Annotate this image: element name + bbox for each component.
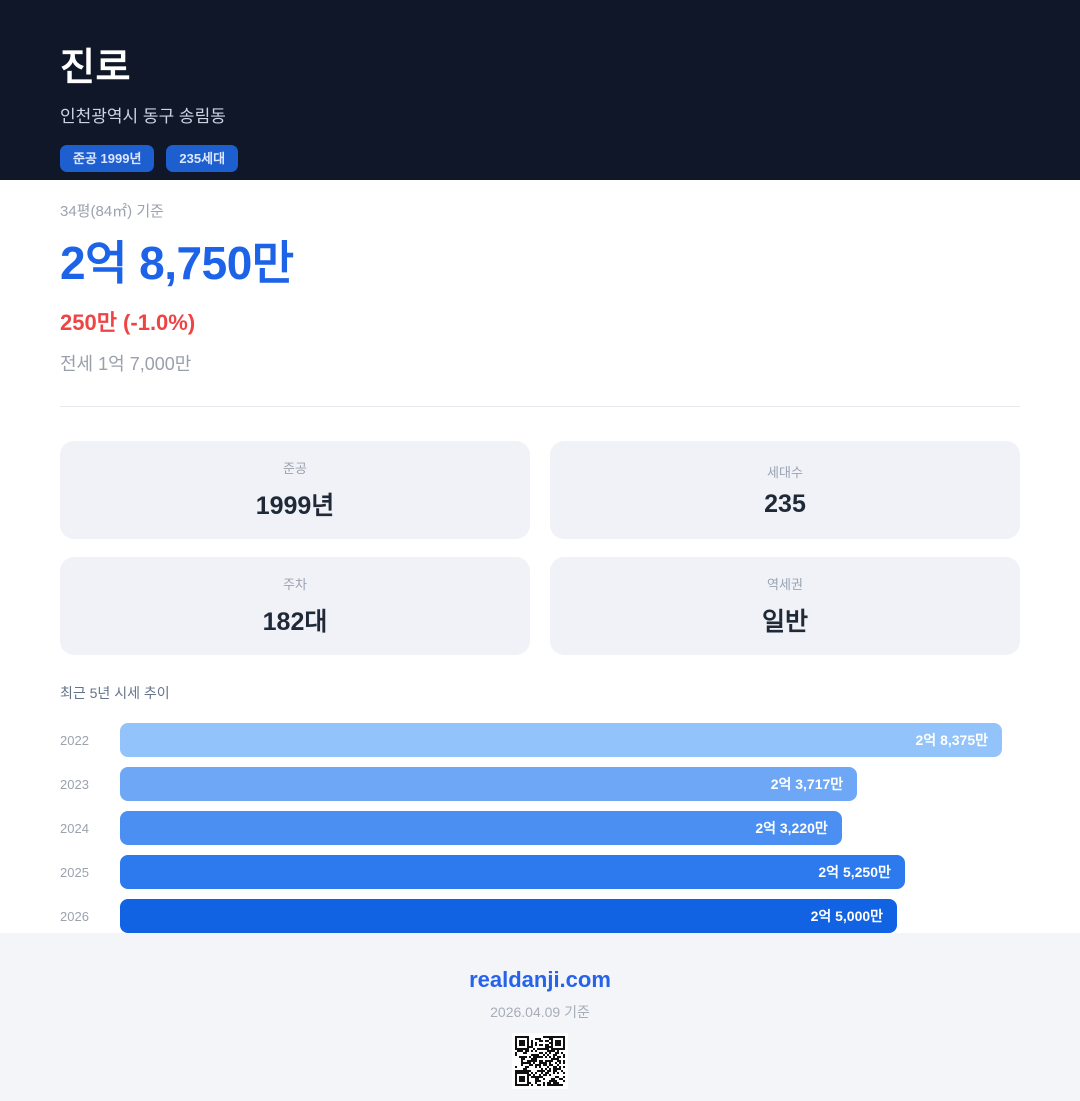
chart-bar-track: 2억 5,000만 [120,899,1020,933]
chart-bar: 2억 3,220만 [120,811,842,845]
info-card-value: 235 [764,489,806,518]
chart-rows: 2022 2억 8,375만 2023 2억 3,717만 2024 2억 3,… [60,723,1020,933]
chart-bar-track: 2억 3,717만 [120,767,1020,801]
info-card-label: 세대수 [767,464,803,480]
current-price: 2억 8,750만 [60,237,294,289]
site-link[interactable]: realdanji.com [469,967,611,992]
price-history-chart: 최근 5년 시세 추이 2022 2억 8,375만 2023 2억 3,717… [60,683,1020,933]
footer: realdanji.com 2026.04.09 기준 [0,933,1080,1101]
info-card-grid: 준공 1999년 세대수 235 주차 182대 역세권 일반 [60,441,1020,655]
chart-bar-track: 2억 5,250만 [120,855,1020,889]
chart-year-label: 2022 [60,732,89,748]
chart-bar: 2억 5,250만 [120,855,905,889]
divider [60,406,1020,407]
chart-bar-value-label: 2억 3,717만 [770,776,844,792]
chart-bar: 2억 5,000만 [120,899,898,933]
price-basis: 34평(84㎡) 기준 [60,203,164,220]
info-card-value: 182대 [262,608,328,636]
chart-bar-track: 2억 8,375만 [120,723,1020,757]
info-card-value: 1999년 [255,492,335,520]
badge-row: 준공 1999년 235세대 [60,145,1020,172]
chart-bar-track: 2억 3,220만 [120,811,1020,845]
header-badge: 235세대 [166,145,239,172]
chart-title: 최근 5년 시세 추이 [60,685,170,701]
info-card-label: 주차 [283,577,307,592]
info-card-label: 준공 [283,461,307,476]
info-card-value: 일반 [761,608,808,636]
chart-row: 2022 2억 8,375만 [60,723,1020,757]
chart-bar: 2억 8,375만 [120,723,1002,757]
chart-bar-value-label: 2억 3,220만 [755,820,828,836]
info-card: 세대수 235 [550,441,1020,539]
chart-year-label: 2024 [60,820,89,836]
header-badge: 준공 1999년 [60,145,155,172]
chart-bar-value-label: 2억 5,250만 [818,864,891,880]
header: 진로 인천광역시 동구 송림동 준공 1999년 235세대 [0,0,1080,180]
qr-code-icon [512,1033,568,1089]
chart-row: 2026 2억 5,000만 [60,899,1020,933]
chart-row: 2024 2억 3,220만 [60,811,1020,845]
jeonse-price: 전세 1억 7,000만 [60,354,192,374]
chart-row: 2025 2억 5,250만 [60,855,1020,889]
apartment-title: 진로 [60,47,131,89]
chart-year-label: 2023 [60,776,89,792]
chart-bar-value-label: 2억 5,000만 [810,908,884,924]
info-card: 주차 182대 [60,557,530,655]
info-card: 준공 1999년 [60,441,530,539]
chart-bar: 2억 3,717만 [120,767,858,801]
info-card-label: 역세권 [767,577,803,592]
apartment-address: 인천광역시 동구 송림동 [60,107,226,126]
info-card: 역세권 일반 [550,557,1020,655]
chart-bar-value-label: 2억 8,375만 [915,732,988,748]
reference-date: 2026.04.09 기준 [490,1004,590,1020]
price-change: 250만 (-1.0%) [60,310,196,335]
chart-year-label: 2025 [60,864,89,880]
chart-row: 2023 2억 3,717만 [60,767,1020,801]
chart-year-label: 2026 [60,908,89,924]
main-content: 34평(84㎡) 기준 2억 8,750만 250만 (-1.0%) 전세 1억… [0,180,1080,933]
